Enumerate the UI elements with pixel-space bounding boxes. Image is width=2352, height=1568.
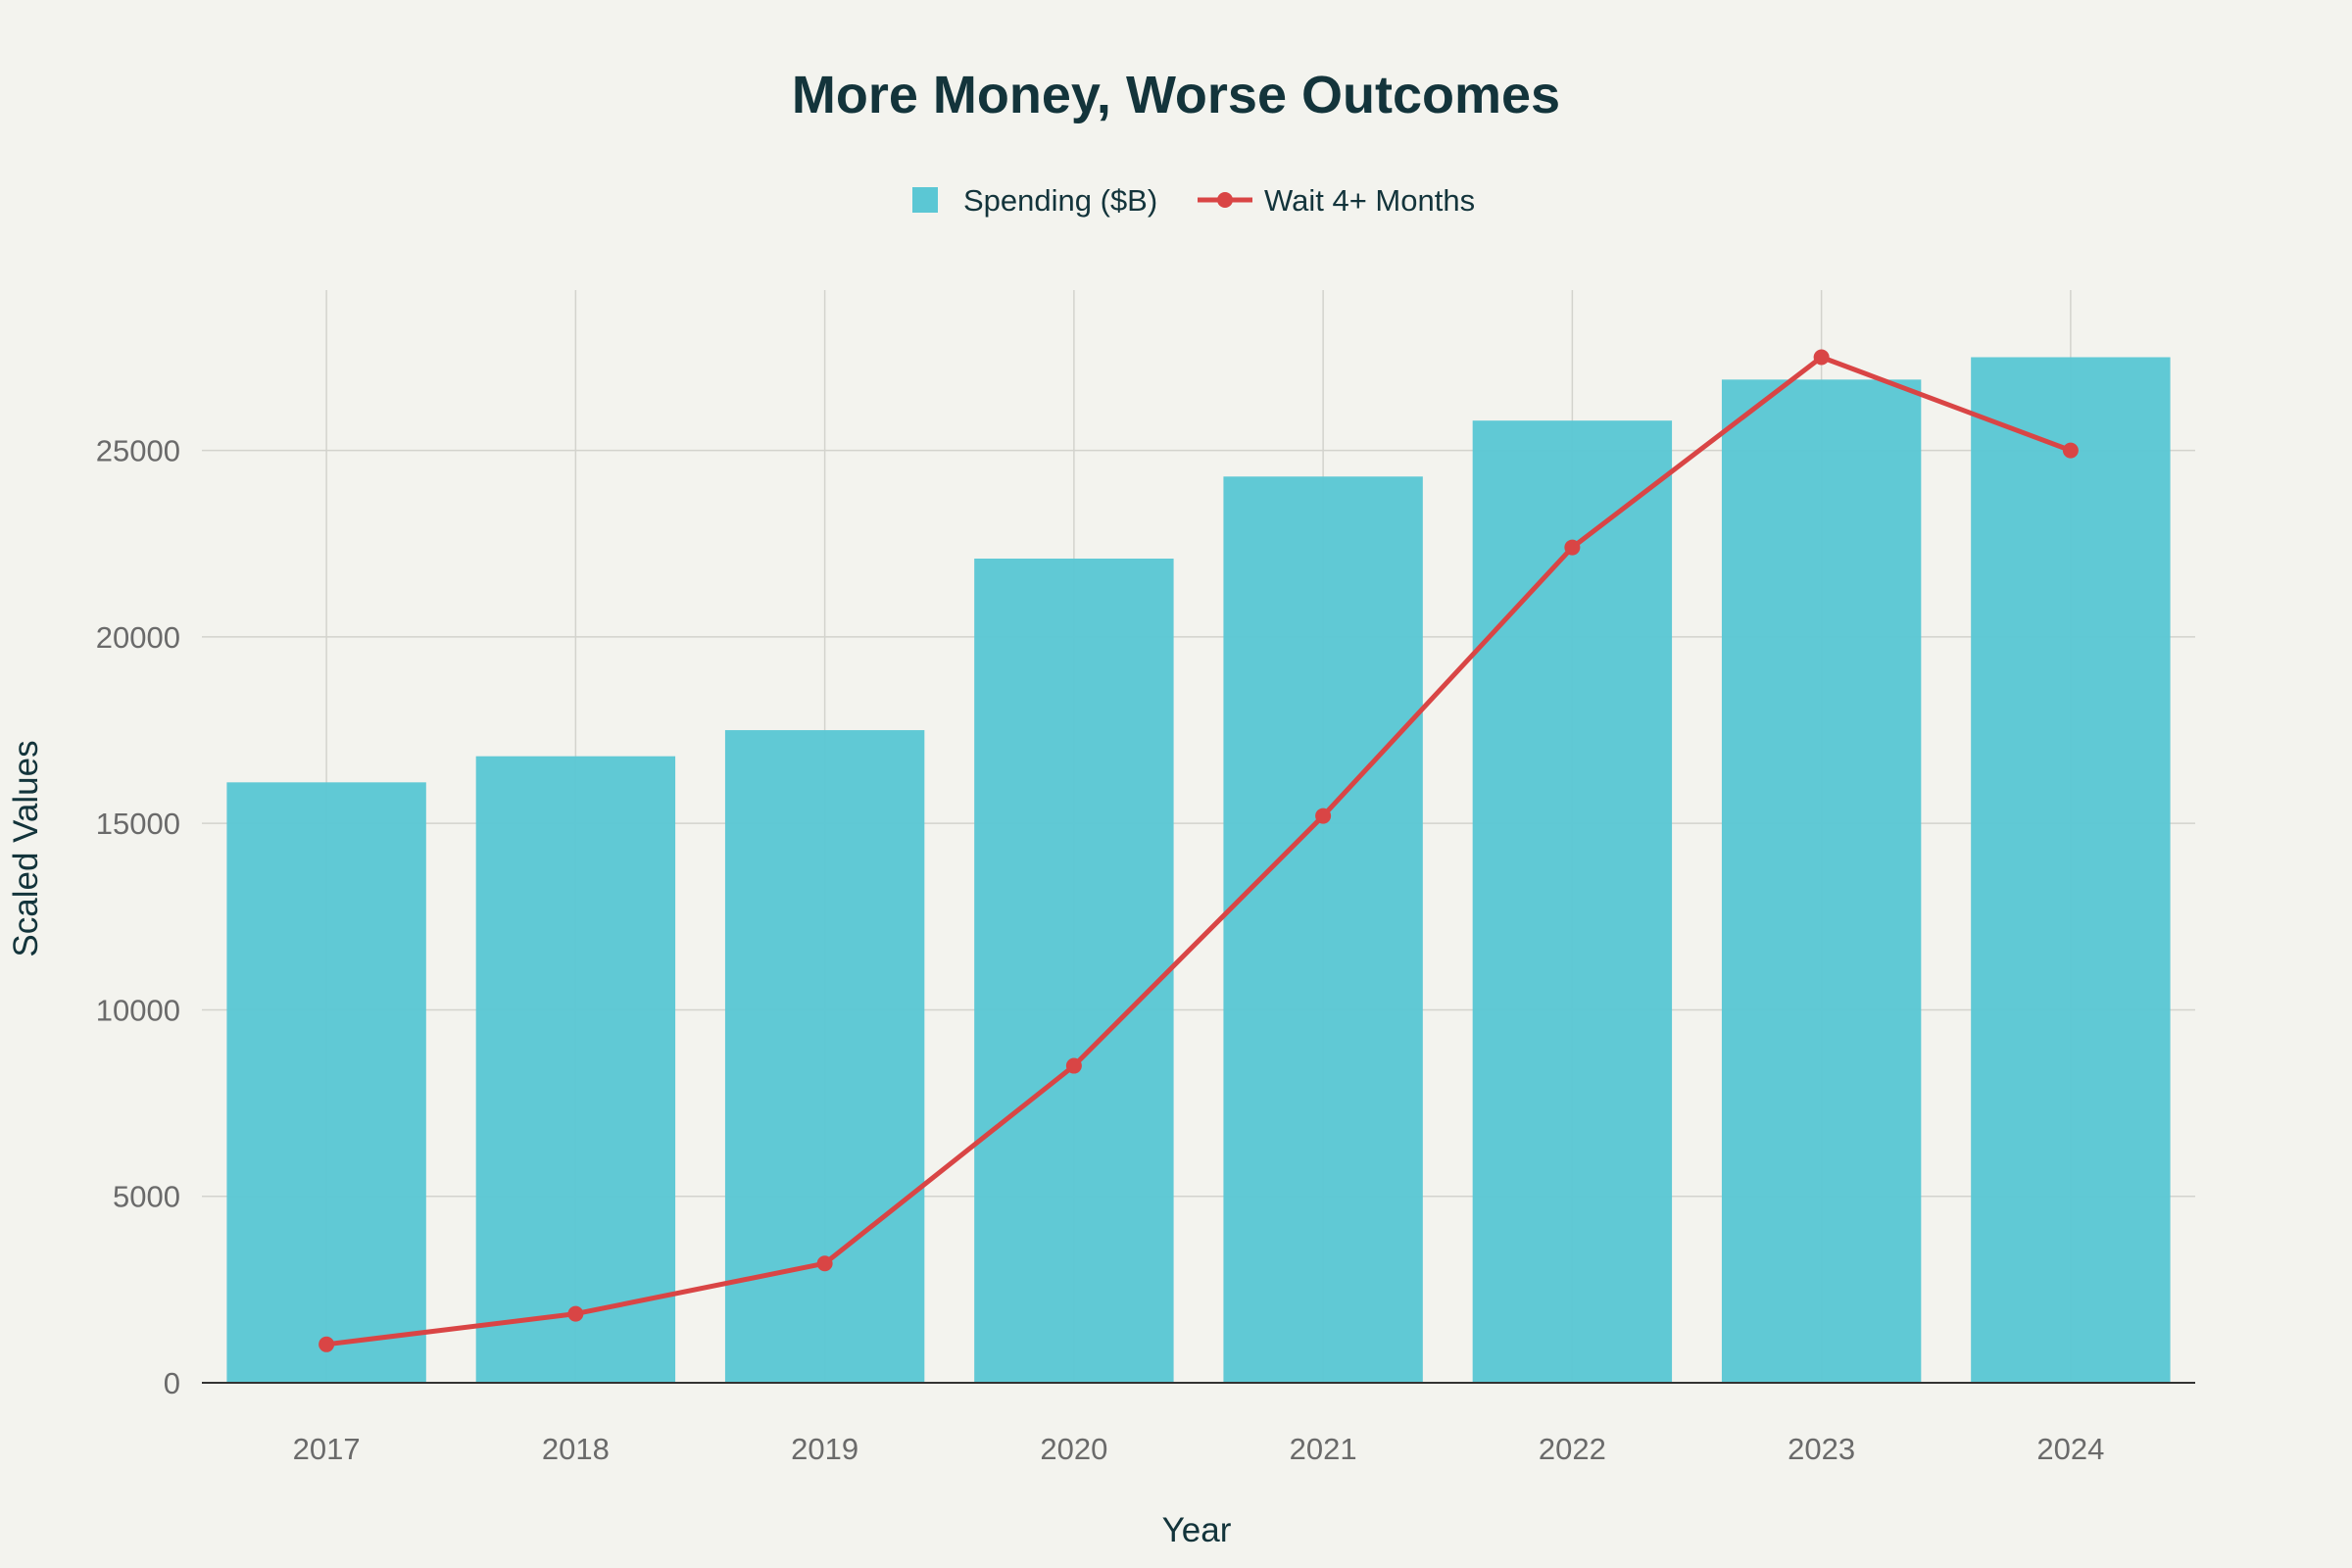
spending-bars xyxy=(226,357,2171,1383)
y-tick-label: 5000 xyxy=(113,1180,180,1214)
bar-spending xyxy=(226,782,426,1383)
y-tick-label: 10000 xyxy=(96,993,180,1027)
x-tick-labels: 2017 2018 2019 2020 2021 2022 2023 2024 xyxy=(293,1432,2105,1466)
wait-line xyxy=(325,354,2072,1348)
x-tick-label: 2020 xyxy=(1040,1432,1107,1466)
x-tick-label: 2022 xyxy=(1539,1432,1606,1466)
bar-spending xyxy=(1472,420,1673,1383)
chart-title: More Money, Worse Outcomes xyxy=(792,66,1560,124)
y-tick-label: 0 xyxy=(164,1366,180,1400)
wait-point xyxy=(1564,539,1581,556)
x-tick-label: 2019 xyxy=(791,1432,858,1466)
bar-spending xyxy=(974,558,1174,1383)
wait-point xyxy=(1315,808,1332,824)
x-tick-label: 2023 xyxy=(1788,1432,1855,1466)
wait-line-series xyxy=(318,349,2079,1352)
legend-label-spending: Spending ($B) xyxy=(963,183,1157,218)
bar-spending xyxy=(1223,476,1423,1383)
x-tick-label: 2017 xyxy=(293,1432,361,1466)
legend: Spending ($B) Wait 4+ Months xyxy=(912,183,1475,218)
bar-spending xyxy=(475,756,676,1383)
wait-point xyxy=(567,1305,584,1322)
wait-point xyxy=(318,1336,335,1352)
y-tick-label: 25000 xyxy=(96,434,180,468)
bar-spending xyxy=(1721,379,1922,1383)
y-tick-labels: 0 5000 10000 15000 20000 25000 xyxy=(96,434,180,1400)
legend-swatch-wait-marker xyxy=(1217,192,1233,208)
x-tick-label: 2021 xyxy=(1290,1432,1357,1466)
legend-label-wait: Wait 4+ Months xyxy=(1264,183,1475,218)
x-tick-label: 2024 xyxy=(2036,1432,2104,1466)
bar-spending xyxy=(724,730,925,1383)
wait-point xyxy=(1813,349,1830,366)
wait-point xyxy=(1065,1057,1082,1074)
wait-point xyxy=(2062,442,2079,459)
x-tick-label: 2018 xyxy=(542,1432,610,1466)
legend-swatch-spending xyxy=(912,187,938,213)
x-axis-title: Year xyxy=(1162,1511,1232,1549)
y-axis-title: Scaled Values xyxy=(7,740,45,956)
bar-spending xyxy=(1971,357,2171,1383)
y-tick-label: 15000 xyxy=(96,807,180,841)
y-tick-label: 20000 xyxy=(96,620,180,655)
wait-point xyxy=(816,1255,833,1272)
